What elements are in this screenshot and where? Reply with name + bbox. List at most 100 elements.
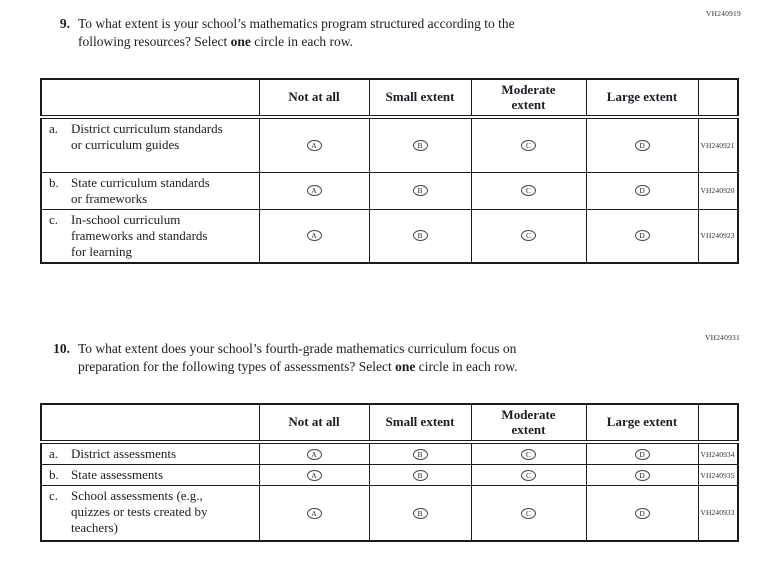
answer-bubble[interactable]: B [412, 230, 428, 242]
row-accession-code: VH240933 [697, 485, 738, 541]
table-row: a. District assessments A B C D VH240934 [40, 441, 738, 465]
row-label: In-school curriculum frameworks and stan… [71, 211, 208, 259]
answer-bubble[interactable]: D [634, 185, 650, 197]
option-cell-not-at-all: A [258, 464, 369, 486]
column-header-large-extent: Large extent [585, 404, 698, 444]
table-row: b. State assessments A B C D VH240935 [40, 464, 738, 486]
row-accession-code: VH240934 [697, 441, 738, 465]
answer-bubble[interactable]: D [634, 140, 650, 152]
table-header-row: Not at all Small extent Moderate extent … [40, 79, 738, 119]
option-cell-moderate-extent: C [470, 116, 586, 172]
option-cell-moderate-extent: C [470, 485, 586, 541]
table-row: c. In-school curriculum frameworks and s… [40, 208, 738, 263]
answer-bubble[interactable]: A [306, 185, 322, 197]
question10-line1: To what extent does your school’s fourth… [78, 341, 517, 356]
column-header-not-at-all: Not at all [258, 79, 369, 119]
row-accession-code: VH240920 [697, 171, 738, 209]
row-letter: c. [49, 211, 59, 227]
row-label-cell: c. In-school curriculum frameworks and s… [40, 208, 259, 263]
column-header-large-extent: Large extent [585, 79, 698, 119]
answer-bubble[interactable]: C [521, 230, 536, 242]
row-letter: b. [49, 467, 59, 482]
row-label: District assessments [71, 446, 177, 461]
answer-bubble[interactable]: C [521, 469, 536, 481]
question10-stem: 10. To what extent does your school’s fo… [40, 340, 674, 376]
row-label: District curriculum standards or curricu… [71, 121, 223, 152]
question10-response-table: Not at all Small extent Moderate extent … [40, 403, 739, 542]
answer-bubble[interactable]: B [412, 507, 428, 519]
row-label: State assessments [71, 467, 164, 482]
option-cell-moderate-extent: C [470, 441, 586, 465]
option-cell-small-extent: B [368, 208, 471, 263]
column-header-moderate-extent: Moderate extent [470, 404, 586, 444]
option-cell-moderate-extent: C [470, 208, 586, 263]
answer-bubble[interactable]: B [412, 448, 428, 460]
question9-text: To what extent is your school’s mathemat… [78, 15, 674, 51]
option-cell-large-extent: D [585, 441, 698, 465]
option-cell-not-at-all: A [258, 485, 369, 541]
answer-bubble[interactable]: D [634, 469, 650, 481]
table-row: c. School assessments (e.g., quizzes or … [40, 485, 738, 541]
answer-bubble[interactable]: C [521, 140, 536, 152]
answer-bubble[interactable]: B [412, 185, 428, 197]
answer-bubble[interactable]: B [412, 140, 428, 152]
question10-line2: preparation for the following types of a… [78, 359, 518, 374]
question10-text: To what extent does your school’s fourth… [78, 340, 674, 376]
row-label-cell: a. District curriculum standards or curr… [40, 116, 259, 172]
question9-accession-code: VH240919 [706, 9, 741, 18]
column-header-small-extent: Small extent [368, 404, 471, 444]
question9-line2: following resources? Select one circle i… [78, 34, 354, 49]
row-accession-code: VH240935 [697, 464, 738, 486]
row-accession-code: VH240923 [697, 208, 738, 263]
option-cell-not-at-all: A [258, 171, 369, 209]
question9-response-table: Not at all Small extent Moderate extent … [40, 78, 739, 264]
table-header-row: Not at all Small extent Moderate extent … [40, 404, 738, 444]
option-cell-large-extent: D [585, 171, 698, 209]
answer-bubble[interactable]: C [521, 185, 536, 197]
option-cell-moderate-extent: C [470, 464, 586, 486]
row-label-cell: b. State curriculum standards or framewo… [40, 171, 259, 209]
question10-number: 10. [53, 341, 70, 356]
row-accession-code: VH240921 [697, 116, 738, 172]
option-cell-small-extent: B [368, 171, 471, 209]
option-cell-small-extent: B [368, 464, 471, 486]
row-label-cell: a. District assessments [40, 441, 259, 465]
option-cell-moderate-extent: C [470, 171, 586, 209]
row-label-cell: c. School assessments (e.g., quizzes or … [40, 485, 259, 541]
option-cell-large-extent: D [585, 116, 698, 172]
code-column-header [697, 79, 738, 119]
table-row: a. District curriculum standards or curr… [40, 116, 738, 172]
row-letter: a. [49, 121, 59, 136]
option-cell-not-at-all: A [258, 116, 369, 172]
stub-header-cell [40, 79, 259, 119]
answer-bubble[interactable]: A [306, 507, 322, 519]
answer-bubble[interactable]: B [412, 469, 428, 481]
option-cell-large-extent: D [585, 485, 698, 541]
stub-header-cell [40, 404, 259, 444]
option-cell-small-extent: B [368, 441, 471, 465]
answer-bubble[interactable]: C [521, 507, 536, 519]
column-header-not-at-all: Not at all [258, 404, 369, 444]
question9-stem: 9. To what extent is your school’s mathe… [40, 15, 674, 51]
answer-bubble[interactable]: A [306, 469, 322, 481]
answer-bubble[interactable]: C [521, 448, 536, 460]
row-letter: b. [49, 174, 59, 190]
row-letter: c. [49, 488, 59, 503]
answer-bubble[interactable]: A [306, 140, 322, 152]
question10-accession-code: VH240931 [705, 333, 740, 342]
row-label: School assessments (e.g., quizzes or tes… [71, 488, 208, 535]
option-cell-not-at-all: A [258, 208, 369, 263]
row-label-cell: b. State assessments [40, 464, 259, 486]
answer-bubble[interactable]: D [634, 448, 650, 460]
answer-bubble[interactable]: A [306, 230, 322, 242]
column-header-moderate-extent: Moderate extent [470, 79, 586, 119]
code-column-header [697, 404, 738, 444]
answer-bubble[interactable]: A [306, 448, 322, 460]
option-cell-not-at-all: A [258, 441, 369, 465]
question9-line1: To what extent is your school’s mathemat… [78, 16, 515, 31]
answer-bubble[interactable]: D [634, 507, 650, 519]
option-cell-small-extent: B [368, 116, 471, 172]
answer-bubble[interactable]: D [634, 230, 650, 242]
option-cell-small-extent: B [368, 485, 471, 541]
